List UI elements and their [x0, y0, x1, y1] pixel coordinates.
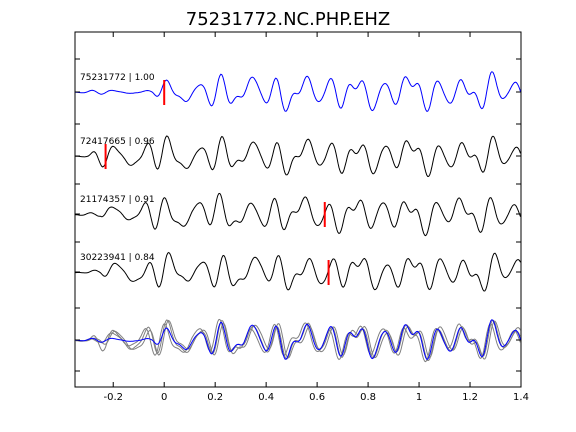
trace-line-75231772 [75, 71, 521, 112]
trace-line-21174357 [74, 192, 521, 237]
plot-frame [74, 31, 522, 388]
trace-label: 75231772 | 1.00 [80, 73, 155, 83]
x-tick-label: 1.2 [462, 392, 478, 403]
trace-group: 75231772 | 1.00 72417665 | 0.96 21174357 |… [74, 71, 521, 363]
overlay-master-trace [75, 319, 521, 360]
x-tick-label: 0.6 [309, 392, 325, 403]
x-tick-label: 0.8 [360, 392, 376, 403]
trace-label: 30223941 | 0.84 [80, 253, 155, 263]
chart-title: 75231772.NC.PHP.EHZ [186, 9, 391, 30]
trace-line-72417665 [75, 135, 521, 178]
x-tick-label: 1.4 [513, 392, 529, 403]
x-tick-label: 0.2 [207, 392, 223, 403]
x-tick-label: 1 [416, 392, 422, 403]
trace-label: 72417665 | 0.96 [80, 137, 155, 147]
x-tick-label: 0.4 [258, 392, 274, 403]
x-axis: -0.2 0 0.2 0.4 0.6 0.8 1 1.2 1.4 [75, 32, 529, 403]
overlay-trace [75, 319, 521, 362]
x-tick-label: 0 [161, 392, 167, 403]
x-tick-label: -0.2 [103, 392, 123, 403]
trace-label: 21174357 | 0.91 [80, 195, 155, 205]
trace-line-30223941 [74, 251, 521, 292]
